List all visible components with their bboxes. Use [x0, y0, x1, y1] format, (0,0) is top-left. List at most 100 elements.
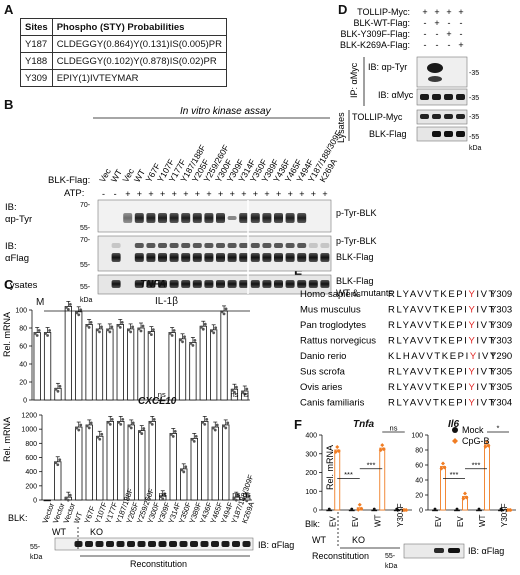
site-label: Y305: [490, 382, 512, 393]
ptyr-band: [204, 213, 214, 223]
condition-sign: +: [446, 7, 451, 17]
d-ib-ptyr: IB: αp-Tyr: [368, 62, 407, 72]
data-point: [35, 334, 39, 337]
c-flag-band: [190, 541, 198, 547]
y-tick-label: 200: [305, 470, 317, 477]
site-label: Y309: [490, 320, 512, 331]
lysate-band: [320, 280, 330, 288]
flag-upper-band: [227, 243, 237, 248]
species-name: Homo sapiens: [300, 289, 361, 300]
data-point: [127, 424, 131, 428]
bar: [75, 311, 83, 401]
data-point: [106, 420, 110, 424]
flag-upper-band: [111, 243, 121, 248]
sequence: RLYAVVTKEPIYIVT: [388, 336, 496, 347]
data-point: [190, 437, 194, 441]
lysate-band: [274, 280, 283, 288]
f-lane-labels: EV EV WT Y303F EV EV WT Y303F: [328, 503, 509, 527]
bar: [127, 328, 135, 401]
data-point: [68, 303, 72, 306]
sequence-cell: EPIY(1)IVTEYMAR: [51, 69, 228, 87]
flag-band: [169, 253, 179, 262]
lysate-bands: [111, 280, 330, 288]
ib-antibody: αp-Tyr: [5, 214, 32, 225]
data-point: [75, 311, 79, 315]
y-tick-label: 0: [313, 508, 317, 515]
condition-sign: +: [422, 7, 427, 17]
flag-band: [320, 253, 330, 262]
data-point: [233, 390, 236, 394]
d-myc-blot: [416, 88, 468, 106]
cpg-bar: [484, 444, 490, 511]
c-flag-band: [127, 541, 135, 547]
data-point: [183, 335, 186, 339]
d-marker: -35: [469, 70, 479, 77]
species-name: Canis familiaris: [300, 398, 365, 409]
atp-row-label: ATP:: [64, 188, 84, 199]
bar: [43, 499, 51, 502]
d-lysates-label: Lysates: [336, 112, 346, 143]
data-point: [98, 330, 101, 334]
seq-tyrosine: Y: [468, 398, 476, 409]
bar: [168, 332, 176, 401]
data-point: [231, 388, 234, 392]
ns-label: ns: [230, 390, 238, 399]
atp-sign: +: [299, 189, 304, 199]
ib-label: IB:: [5, 202, 17, 213]
data-point: [98, 437, 102, 441]
flag-upper-band: [146, 243, 156, 248]
data-point: [212, 331, 216, 335]
species-name: Sus scrofa: [300, 367, 346, 378]
data-point: [110, 325, 114, 329]
data-point: [222, 424, 226, 428]
data-point: [100, 325, 103, 329]
lysate-band: [192, 280, 202, 288]
data-point: [169, 433, 173, 436]
cpg-point: [359, 506, 364, 511]
flag-upper-band: [250, 243, 260, 248]
marker-70: 70-: [80, 202, 91, 209]
panel-b: In vitro kinase assay BLK-Flag: ATP: Vec…: [5, 106, 393, 304]
d-blkflag-bands: [432, 131, 465, 137]
legend-cpg-marker: [452, 438, 458, 444]
data-point: [58, 384, 62, 388]
lysate-band: [146, 280, 156, 288]
data-point: [75, 426, 79, 430]
data-point: [87, 326, 91, 329]
data-point: [142, 427, 146, 430]
data-point: [129, 426, 133, 430]
table-row: Y188 CLDEGGY(0.102)Y(0.878)IS(0.02)PR: [20, 52, 228, 70]
cpg-bar: [334, 449, 341, 511]
data-point: [110, 417, 114, 421]
cpg-bar: [440, 466, 446, 511]
condition-sign: -: [424, 18, 427, 28]
kda-label: kDa: [469, 145, 482, 152]
f-lane-label: EV: [434, 516, 443, 527]
c-flag-band: [221, 541, 230, 547]
data-point: [117, 420, 121, 424]
flag-upper-band: [181, 243, 191, 248]
bar: [222, 424, 230, 501]
legend-mock: Mock: [462, 425, 484, 435]
data-point: [203, 422, 207, 426]
seq-post: IVT: [476, 305, 496, 316]
seq-pre: KLHAVVTKEPI: [388, 351, 470, 362]
lysates-label: Lysates: [5, 280, 38, 291]
data-point: [224, 426, 228, 430]
flag-upper-band: [297, 243, 307, 248]
phospho-sites-table: Sites Phospho (STY) Probabilities Y187 C…: [20, 18, 228, 87]
d-tollip-band: [432, 114, 441, 119]
data-point: [48, 329, 51, 332]
panel-c-letter: C: [4, 277, 14, 292]
ns-label: ns: [241, 390, 249, 399]
data-point: [184, 465, 188, 469]
flag-band: [204, 253, 214, 262]
data-point: [58, 458, 62, 462]
flag-upper-band: [158, 243, 167, 248]
seq-pre: RLYAVVTKEPI: [388, 367, 468, 378]
d-blkflag-blot: [416, 126, 468, 142]
data-point: [179, 338, 182, 342]
data-point: [224, 307, 228, 311]
bar: [75, 426, 83, 501]
